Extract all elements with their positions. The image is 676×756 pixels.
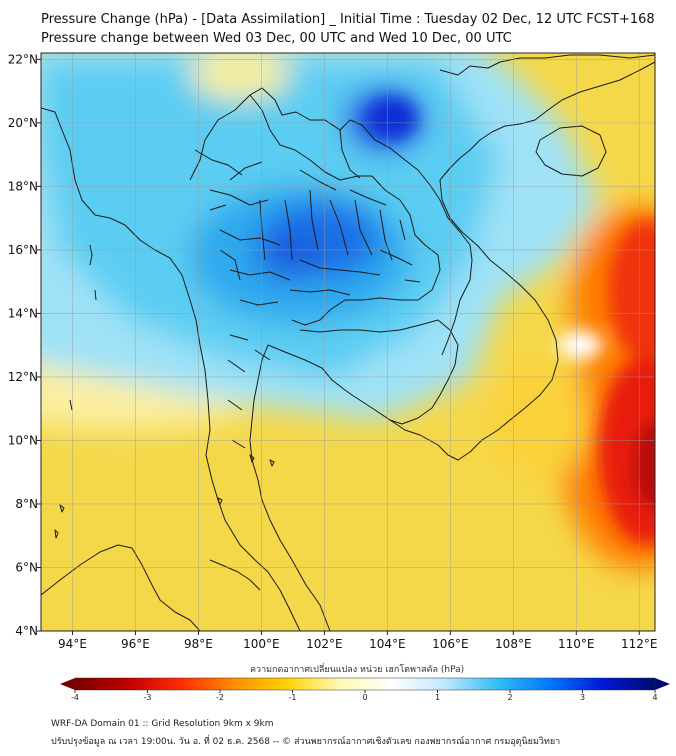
pressure-change-map: 94°E 96°E 98°E 100°E 102°E 104°E 106°E 108°E 110… (8, 52, 658, 651)
coastline-hainan (535, 125, 607, 177)
colorbar-bar (75, 678, 655, 690)
lat-tick-label: 22°N (8, 52, 38, 66)
colorbar-label: ความกดอากาศเปลี่ยนแปลง หน่วย เฮกโตพาสคัล… (250, 665, 465, 675)
colorbar-tick-label: 4 (652, 693, 657, 702)
lat-tick-label: 8°N (15, 497, 38, 511)
map-title: Pressure Change (hPa) - [Data Assimilati… (41, 12, 655, 27)
coastline-south-china-north (439, 54, 655, 76)
map-subtitle: Pressure change between Wed 03 Dec, 00 U… (41, 31, 512, 46)
lon-tick-label: 98°E (184, 637, 213, 651)
footer-update-info: ปรับปรุงข้อมูล ณ เวลา 19:00น. วัน อ. ที่… (51, 737, 561, 747)
lon-tick-label: 110°E (558, 637, 595, 651)
border-thai-malay (209, 559, 261, 591)
colorbar-tick-label: -1 (289, 693, 297, 702)
border-myanmar-thailand (189, 87, 361, 181)
lon-tick-label: 106°E (432, 637, 469, 651)
lat-tick-label: 16°N (8, 243, 38, 257)
lon-tick-label: 108°E (495, 637, 532, 651)
colorbar-tick-label: -4 (71, 693, 79, 702)
lat-tick-labels: 4°N 6°N 8°N 10°N 12°N 14°N 16°N 18°N 20°N 22°N (8, 52, 41, 638)
lat-tick-label: 20°N (8, 116, 38, 130)
lon-tick-label: 104°E (369, 637, 406, 651)
lon-tick-labels: 94°E 96°E 98°E 100°E 102°E 104°E 106°E 108°E 110… (58, 631, 658, 651)
colorbar-tick-label: -3 (144, 693, 152, 702)
islands-gulf (217, 454, 275, 506)
lon-tick-label: 100°E (243, 637, 280, 651)
lat-tick-label: 6°N (15, 560, 38, 574)
lat-tick-label: 4°N (15, 624, 38, 638)
lat-tick-label: 10°N (8, 433, 38, 447)
province-lines-2 (209, 161, 421, 449)
colorbar-max-arrow (655, 678, 670, 690)
province-lines-1 (194, 149, 393, 306)
colorbar-tick-label: -2 (216, 693, 224, 702)
lat-tick-label: 18°N (8, 179, 38, 193)
coastline-myanmar-thailand-west (41, 107, 301, 631)
border-cambodia (299, 319, 459, 425)
colorbar: -4 -3 -2 -1 0 1 2 3 4 (60, 677, 670, 702)
pressure-field (41, 53, 655, 631)
colorbar-tick-label: 1 (435, 693, 440, 702)
border-laos-vietnam (339, 119, 473, 356)
lon-tick-label: 112°E (621, 637, 658, 651)
lon-tick-label: 96°E (121, 637, 150, 651)
plot-frame (40, 52, 656, 632)
islands-andaman (54, 244, 97, 539)
border-thailand-laos (249, 94, 441, 326)
coastline-gulf-of-thailand (249, 61, 655, 631)
footer-model-info: WRF-DA Domain 01 :: Grid Resolution 9km … (51, 719, 274, 729)
lon-tick-label: 94°E (58, 637, 87, 651)
lat-tick-label: 12°N (8, 370, 38, 384)
colorbar-tick-label: 2 (507, 693, 512, 702)
colorbar-tick-label: 3 (580, 693, 585, 702)
colorbar-min-arrow (60, 678, 75, 690)
lon-tick-label: 102°E (306, 637, 343, 651)
lat-tick-label: 14°N (8, 306, 38, 320)
colorbar-tick-label: 0 (362, 693, 367, 702)
coastlines-and-borders (41, 54, 655, 631)
